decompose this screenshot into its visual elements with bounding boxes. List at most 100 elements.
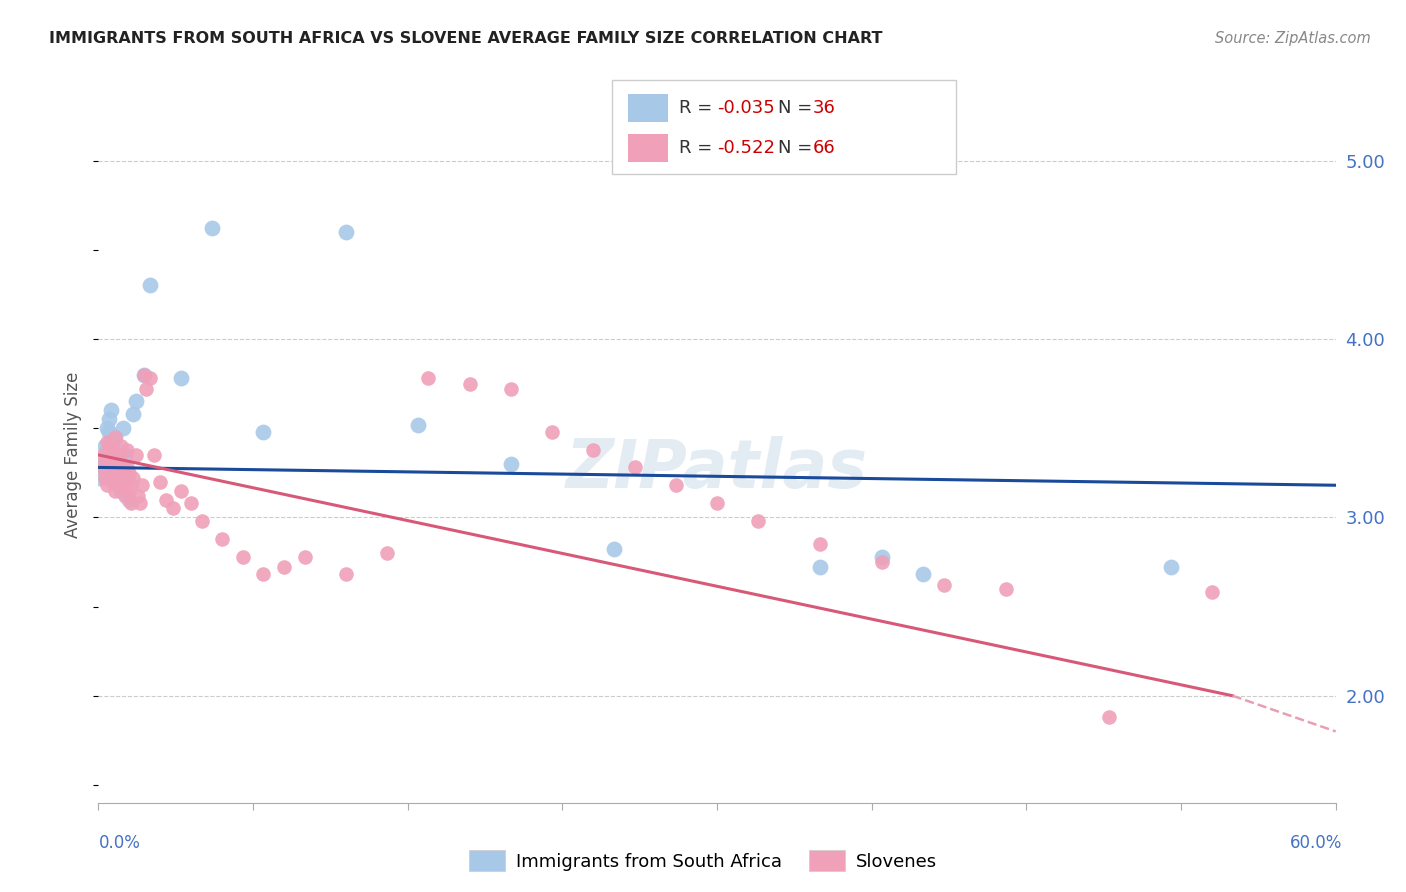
Text: ZIPatlas: ZIPatlas <box>567 436 868 502</box>
Point <box>232 549 254 564</box>
Point <box>97 457 120 471</box>
Point <box>406 417 429 432</box>
Point <box>132 368 155 382</box>
Point <box>104 475 127 489</box>
Point <box>104 430 127 444</box>
Point <box>120 478 142 492</box>
Point <box>104 483 127 498</box>
Point <box>93 439 115 453</box>
Point <box>89 460 111 475</box>
Point <box>201 221 224 235</box>
Point <box>96 435 118 450</box>
Point <box>117 460 139 475</box>
Text: -0.035: -0.035 <box>717 99 775 117</box>
Point <box>170 371 193 385</box>
Point <box>120 496 142 510</box>
Text: 66: 66 <box>813 139 835 157</box>
Point <box>252 425 274 439</box>
Point <box>870 555 893 569</box>
Point <box>108 478 131 492</box>
Point <box>932 578 955 592</box>
Point <box>665 478 688 492</box>
Text: N =: N = <box>778 139 817 157</box>
Point <box>97 439 120 453</box>
Point <box>623 460 645 475</box>
Point <box>335 567 357 582</box>
Point <box>1201 585 1223 599</box>
Point <box>458 376 481 391</box>
Text: 36: 36 <box>813 99 835 117</box>
Point <box>91 448 114 462</box>
Text: Source: ZipAtlas.com: Source: ZipAtlas.com <box>1215 31 1371 46</box>
Point <box>118 466 141 480</box>
Point <box>294 549 316 564</box>
Point <box>122 407 145 421</box>
Point <box>582 442 605 457</box>
Point <box>124 448 146 462</box>
Point <box>108 448 131 462</box>
Point <box>499 382 522 396</box>
Point <box>132 368 155 382</box>
Point <box>105 453 128 467</box>
Point <box>335 225 357 239</box>
Point <box>870 549 893 564</box>
Point <box>170 483 193 498</box>
Point <box>118 483 141 498</box>
Point <box>162 501 184 516</box>
Point <box>114 448 136 462</box>
Point <box>100 448 122 462</box>
Text: 60.0%: 60.0% <box>1291 834 1343 852</box>
Point <box>541 425 564 439</box>
Text: -0.522: -0.522 <box>717 139 775 157</box>
Point <box>114 471 136 485</box>
Point <box>100 403 122 417</box>
Point <box>96 442 118 457</box>
Point <box>100 466 122 480</box>
Point <box>117 471 139 485</box>
Point <box>101 453 124 467</box>
Text: N =: N = <box>778 99 817 117</box>
Point <box>101 466 124 480</box>
Point <box>101 435 124 450</box>
Point <box>252 567 274 582</box>
Point <box>128 496 150 510</box>
Point <box>155 492 177 507</box>
Point <box>127 489 149 503</box>
Point <box>96 478 118 492</box>
Point <box>93 471 115 485</box>
Point <box>143 448 166 462</box>
Point <box>110 439 132 453</box>
Point <box>108 478 131 492</box>
Point <box>747 514 769 528</box>
Point <box>135 382 157 396</box>
Point <box>912 567 935 582</box>
Point <box>122 471 145 485</box>
Text: R =: R = <box>679 99 718 117</box>
Point <box>118 492 141 507</box>
Point <box>1098 710 1121 724</box>
Point <box>105 471 128 485</box>
Point <box>211 532 233 546</box>
Point <box>96 421 118 435</box>
Text: IMMIGRANTS FROM SOUTH AFRICA VS SLOVENE AVERAGE FAMILY SIZE CORRELATION CHART: IMMIGRANTS FROM SOUTH AFRICA VS SLOVENE … <box>49 31 883 46</box>
Point <box>139 371 162 385</box>
Point <box>97 425 120 439</box>
Text: R =: R = <box>679 139 718 157</box>
Legend: Immigrants from South Africa, Slovenes: Immigrants from South Africa, Slovenes <box>461 843 945 879</box>
Point <box>89 471 111 485</box>
Point <box>114 489 136 503</box>
Point <box>112 475 135 489</box>
Point <box>603 542 626 557</box>
Point <box>1160 560 1182 574</box>
Point <box>117 442 139 457</box>
Point <box>706 496 728 510</box>
Point <box>149 475 172 489</box>
Point <box>101 475 124 489</box>
Point <box>110 466 132 480</box>
Point <box>97 412 120 426</box>
Point <box>108 460 131 475</box>
Point <box>375 546 398 560</box>
Point <box>499 457 522 471</box>
Y-axis label: Average Family Size: Average Family Size <box>65 372 83 538</box>
Point <box>105 460 128 475</box>
